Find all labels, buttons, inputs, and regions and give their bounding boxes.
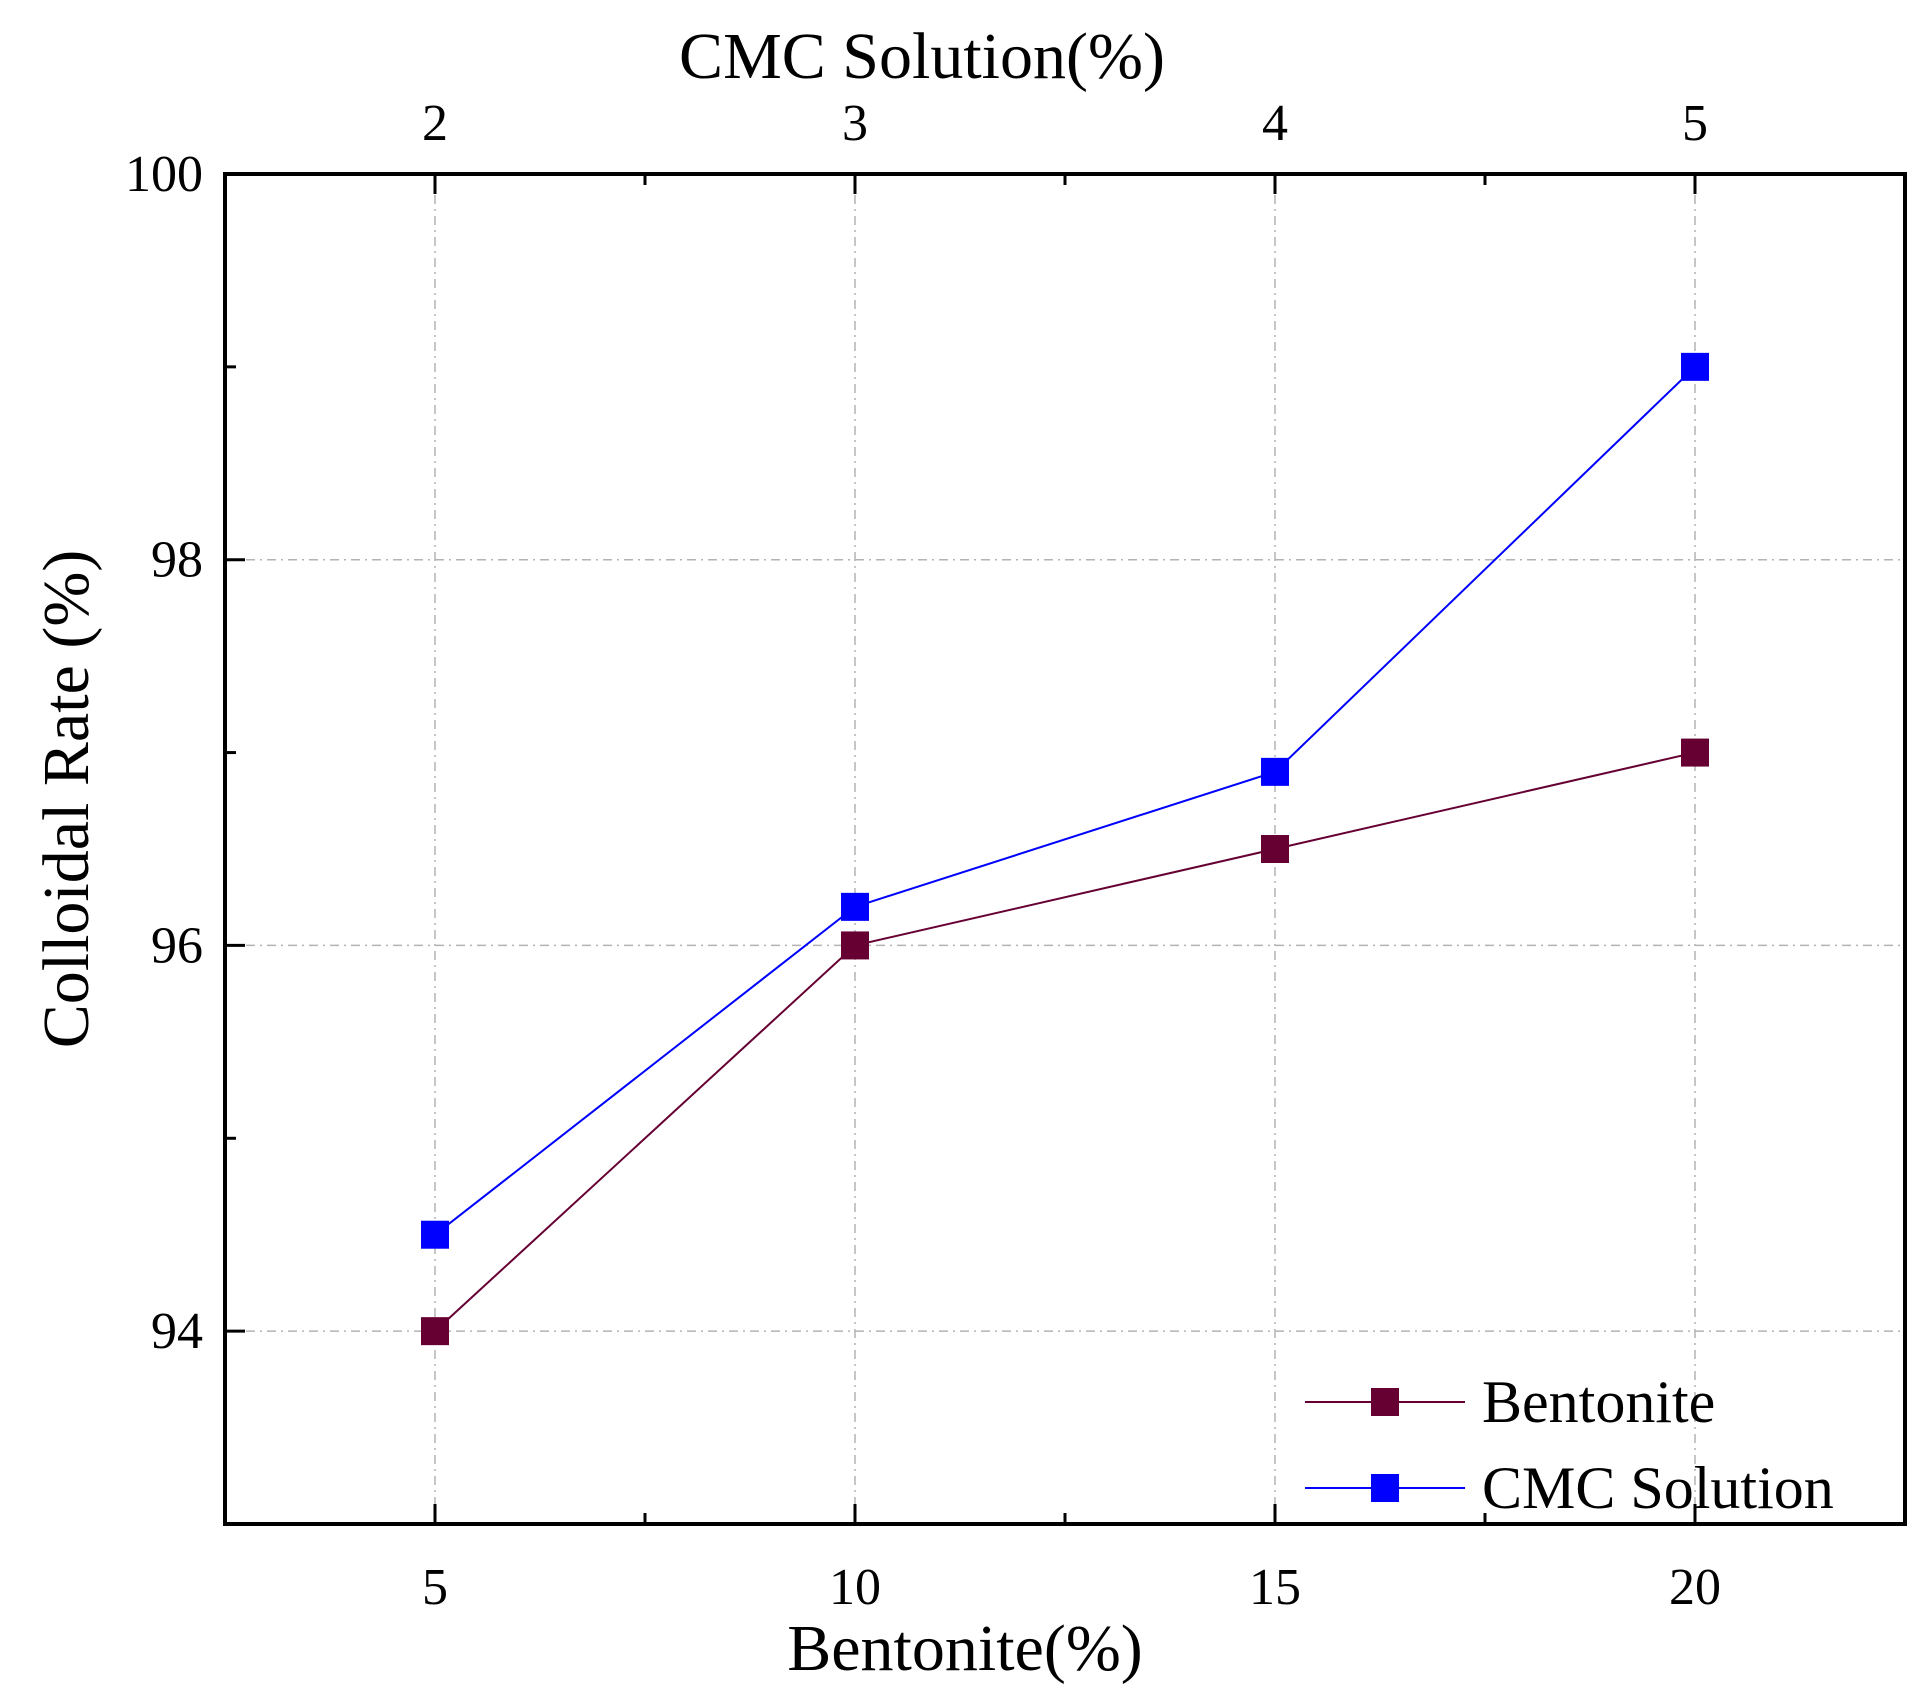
legend-label: Bentonite — [1482, 1369, 1715, 1435]
top-axis-title: CMC Solution(%) — [679, 20, 1165, 93]
y-tick-label: 96 — [151, 917, 203, 974]
top-tick-label: 2 — [422, 95, 448, 152]
y-tick-label: 94 — [151, 1303, 203, 1360]
x-tick-label: 20 — [1669, 1559, 1721, 1616]
data-point — [1681, 352, 1709, 381]
data-point — [841, 892, 869, 921]
series-line-0 — [434, 751, 1696, 1332]
x-tick-label: 10 — [829, 1559, 881, 1616]
x-tick-label: 15 — [1249, 1559, 1301, 1616]
legend-marker — [1371, 1388, 1399, 1416]
x-tick-label: 5 — [422, 1559, 448, 1616]
data-point — [1261, 835, 1289, 863]
top-tick-label: 3 — [842, 95, 868, 152]
series-line-1 — [434, 366, 1696, 1236]
data-point — [421, 1317, 449, 1346]
legend-label: CMC Solution — [1482, 1455, 1834, 1521]
axes-layer: 5 10 15 20 2 3 4 5 94 96 98 100 — [125, 95, 1907, 1616]
grid-layer — [225, 174, 1905, 1524]
series-layer — [421, 352, 1709, 1346]
data-point — [1261, 757, 1289, 786]
plot-frame — [223, 172, 1907, 1526]
top-tick-label: 5 — [1682, 95, 1708, 152]
x-axis-title: Bentonite(%) — [787, 1612, 1143, 1685]
legend: Bentonite CMC Solution — [1305, 1369, 1834, 1521]
legend-marker — [1371, 1474, 1399, 1502]
y-tick-label: 100 — [125, 146, 203, 203]
top-tick-label: 4 — [1262, 95, 1288, 152]
y-axis-title: Colloidal Rate (%) — [30, 550, 103, 1049]
y-tick-label: 98 — [151, 532, 203, 589]
data-point — [1681, 738, 1709, 767]
data-point — [421, 1220, 449, 1249]
data-point — [841, 931, 869, 960]
